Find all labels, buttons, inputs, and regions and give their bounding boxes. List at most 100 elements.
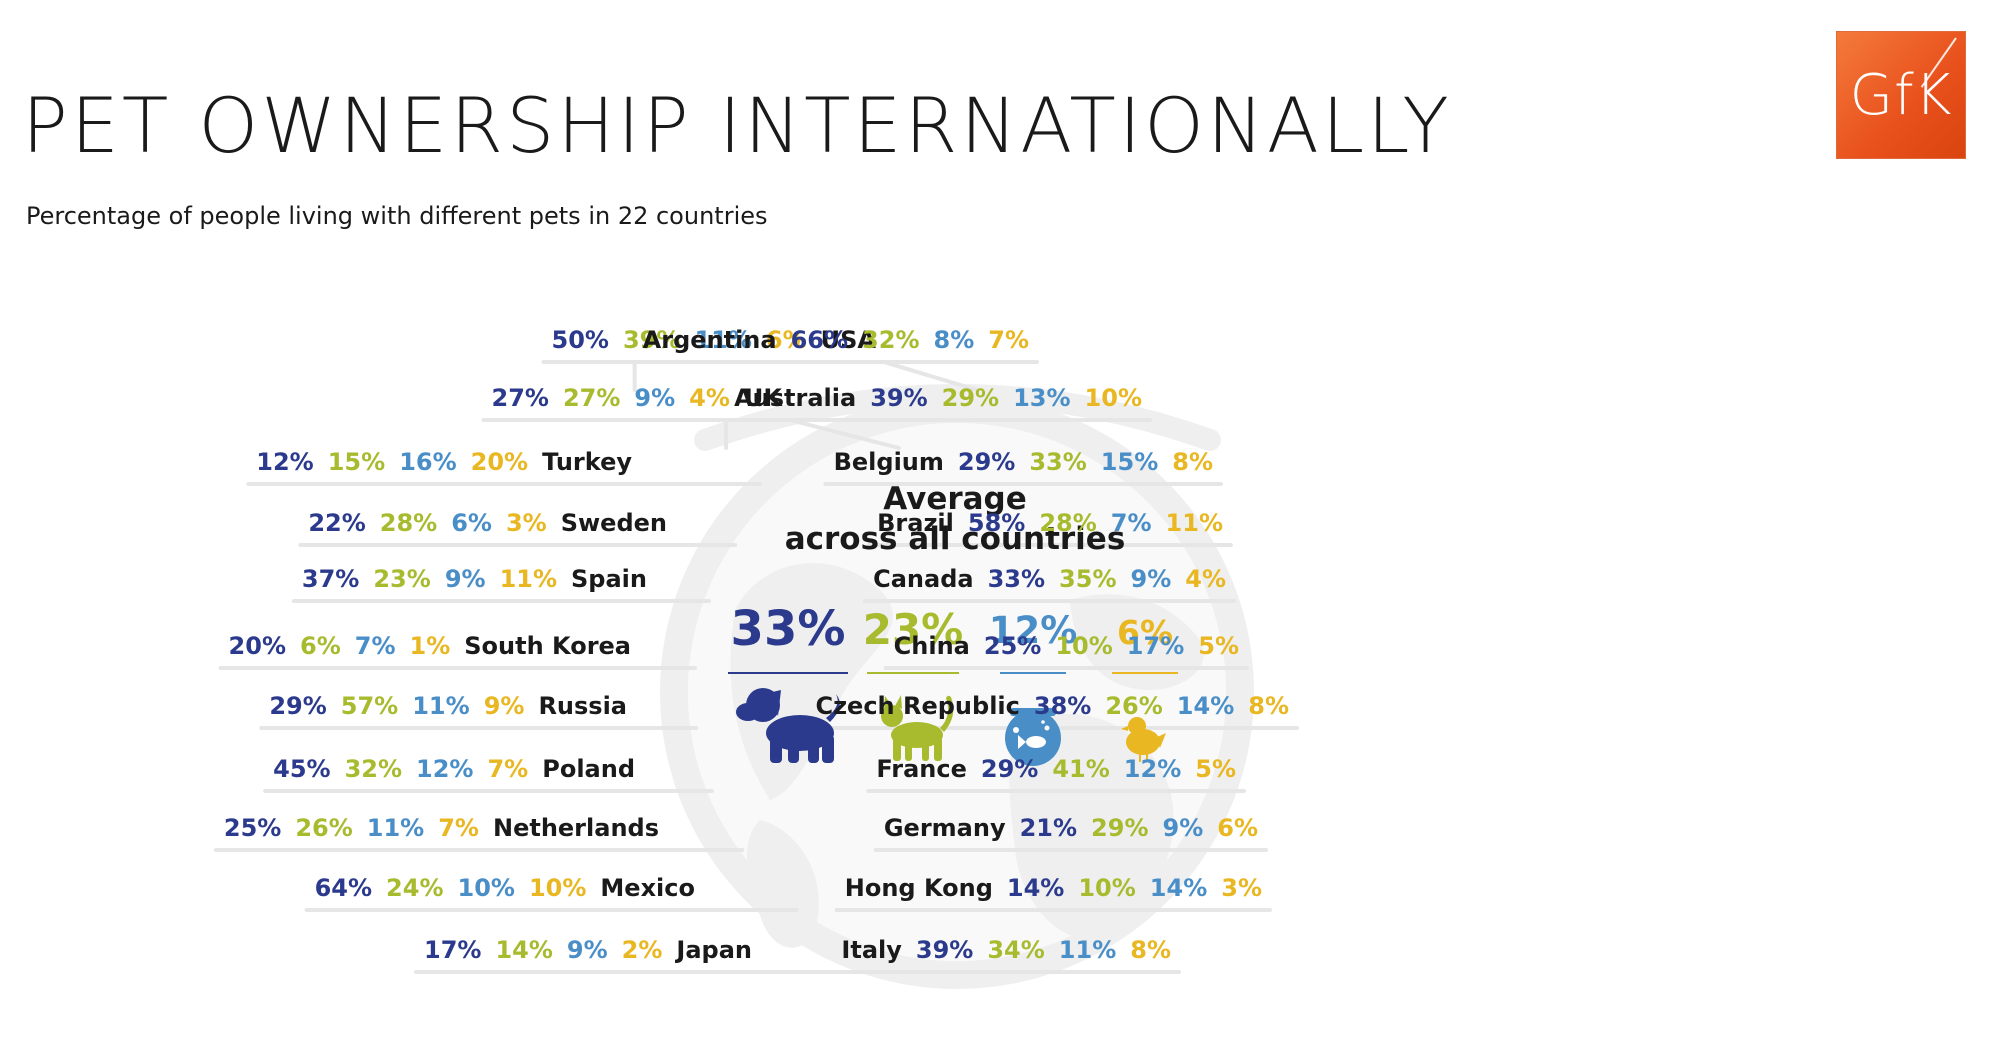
average-label: Average: [883, 481, 1027, 517]
value-cat: 24%: [386, 874, 443, 902]
value-bird: 7%: [988, 326, 1029, 354]
value-cat: 35%: [1059, 565, 1116, 593]
country-label: Hong Kong: [845, 874, 993, 902]
country-row-poland: 45% 32% 12% 7% Poland: [273, 755, 635, 783]
value-fish: 9%: [1131, 565, 1172, 593]
value-dog: 21%: [1020, 814, 1077, 842]
value-bird: 9%: [484, 692, 525, 720]
value-fish: 11%: [367, 814, 424, 842]
value-bird: 6%: [766, 326, 807, 354]
country-label: UK: [744, 384, 783, 412]
value-fish: 9%: [634, 384, 675, 412]
average-sublabel: across all countries: [785, 521, 1126, 557]
value-bird: 1%: [410, 632, 451, 660]
value-fish: 14%: [1177, 692, 1234, 720]
value-fish: 16%: [399, 448, 456, 476]
value-dog: 29%: [958, 448, 1015, 476]
value-bird: 8%: [1172, 448, 1213, 476]
country-label: Sweden: [561, 509, 667, 537]
country-row-japan: 17% 14% 9% 2% Japan: [424, 936, 752, 964]
value-dog: 29%: [981, 755, 1038, 783]
country-row-argentina: Argentina 66% 32% 8% 7%: [643, 326, 1029, 354]
country-label: South Korea: [464, 632, 631, 660]
value-cat: 27%: [563, 384, 620, 412]
value-cat: 41%: [1052, 755, 1109, 783]
value-dog: 45%: [273, 755, 330, 783]
value-dog: 64%: [315, 874, 372, 902]
value-dog: 25%: [984, 632, 1041, 660]
country-row-uk: 27% 27% 9% 4% UK: [492, 384, 784, 412]
value-dog: 14%: [1007, 874, 1064, 902]
country-row-south-korea: 20% 6% 7% 1% South Korea: [229, 632, 631, 660]
country-row-france: France 29% 41% 12% 5%: [876, 755, 1236, 783]
country-row-china: China 25% 10% 17% 5%: [894, 632, 1239, 660]
value-fish: 7%: [355, 632, 396, 660]
country-label: Italy: [841, 936, 902, 964]
value-fish: 11%: [412, 692, 469, 720]
row-leader: [882, 360, 979, 392]
value-cat: 28%: [380, 509, 437, 537]
country-label: China: [894, 632, 970, 660]
value-dog: 66%: [791, 326, 848, 354]
value-dog: 17%: [424, 936, 481, 964]
value-dog: 39%: [916, 936, 973, 964]
value-cat: 10%: [1078, 874, 1135, 902]
average-value-bird: 6%: [1117, 613, 1173, 652]
value-dog: 25%: [224, 814, 281, 842]
country-label: Canada: [873, 565, 973, 593]
country-row-turkey: 12% 15% 16% 20% Turkey: [256, 448, 632, 476]
row-leader: [788, 418, 901, 450]
value-cat: 26%: [295, 814, 352, 842]
value-fish: 12%: [416, 755, 473, 783]
value-fish: 7%: [1111, 509, 1152, 537]
dog-icon: [736, 688, 840, 763]
value-bird: 7%: [487, 755, 528, 783]
value-cat: 57%: [341, 692, 398, 720]
country-row-australia: Australia 39% 29% 13% 10%: [734, 384, 1142, 412]
page-subtitle: Percentage of people living with differe…: [26, 202, 768, 230]
country-row-spain: 37% 23% 9% 11% Spain: [302, 565, 647, 593]
country-row-sweden: 22% 28% 6% 3% Sweden: [308, 509, 667, 537]
value-bird: 3%: [506, 509, 547, 537]
country-label: Russia: [538, 692, 627, 720]
country-row-brazil: Brazil 58% 28% 7% 11%: [877, 509, 1223, 537]
fish-icon: [1005, 708, 1061, 766]
value-bird: 2%: [622, 936, 663, 964]
country-label: Argentina: [643, 326, 777, 354]
value-dog: 22%: [308, 509, 365, 537]
country-row-italy: Italy 39% 34% 11% 8%: [841, 936, 1171, 964]
value-fish: 12%: [1124, 755, 1181, 783]
value-dog: 39%: [870, 384, 927, 412]
value-fish: 13%: [1013, 384, 1070, 412]
value-bird: 6%: [1217, 814, 1258, 842]
country-row-mexico: 64% 24% 10% 10% Mexico: [315, 874, 695, 902]
country-label: Czech Republic: [815, 692, 1019, 720]
country-row-canada: Canada 33% 35% 9% 4%: [873, 565, 1226, 593]
value-cat: 10%: [1055, 632, 1112, 660]
value-cat: 32%: [345, 755, 402, 783]
continent-south-america: [746, 820, 819, 948]
value-bird: 10%: [529, 874, 586, 902]
value-cat: 29%: [942, 384, 999, 412]
globe-ring: [660, 395, 1254, 989]
value-fish: 14%: [1150, 874, 1207, 902]
value-fish: 8%: [934, 326, 975, 354]
continent-africa: [1009, 713, 1174, 938]
value-dog: 20%: [229, 632, 286, 660]
value-fish: 6%: [451, 509, 492, 537]
country-row-czech-republic: Czech Republic 38% 26% 14% 8%: [815, 692, 1289, 720]
value-bird: 5%: [1195, 755, 1236, 783]
country-label: Turkey: [542, 448, 632, 476]
page-title: PET OWNERSHIP INTERNATIONALLY: [22, 81, 1452, 170]
value-cat: 15%: [328, 448, 385, 476]
bird-icon: [1121, 717, 1166, 762]
country-rows: 50% 39% 11% 6% USA 27% 27% 9% 4% UK 12% 15% 16% 20% Tu…: [224, 326, 1289, 964]
background-layer: [660, 384, 1254, 989]
value-dog: 33%: [988, 565, 1045, 593]
value-bird: 4%: [689, 384, 730, 412]
value-fish: 9%: [1163, 814, 1204, 842]
value-cat: 29%: [1091, 814, 1148, 842]
value-bird: 8%: [1130, 936, 1171, 964]
value-bird: 4%: [1185, 565, 1226, 593]
